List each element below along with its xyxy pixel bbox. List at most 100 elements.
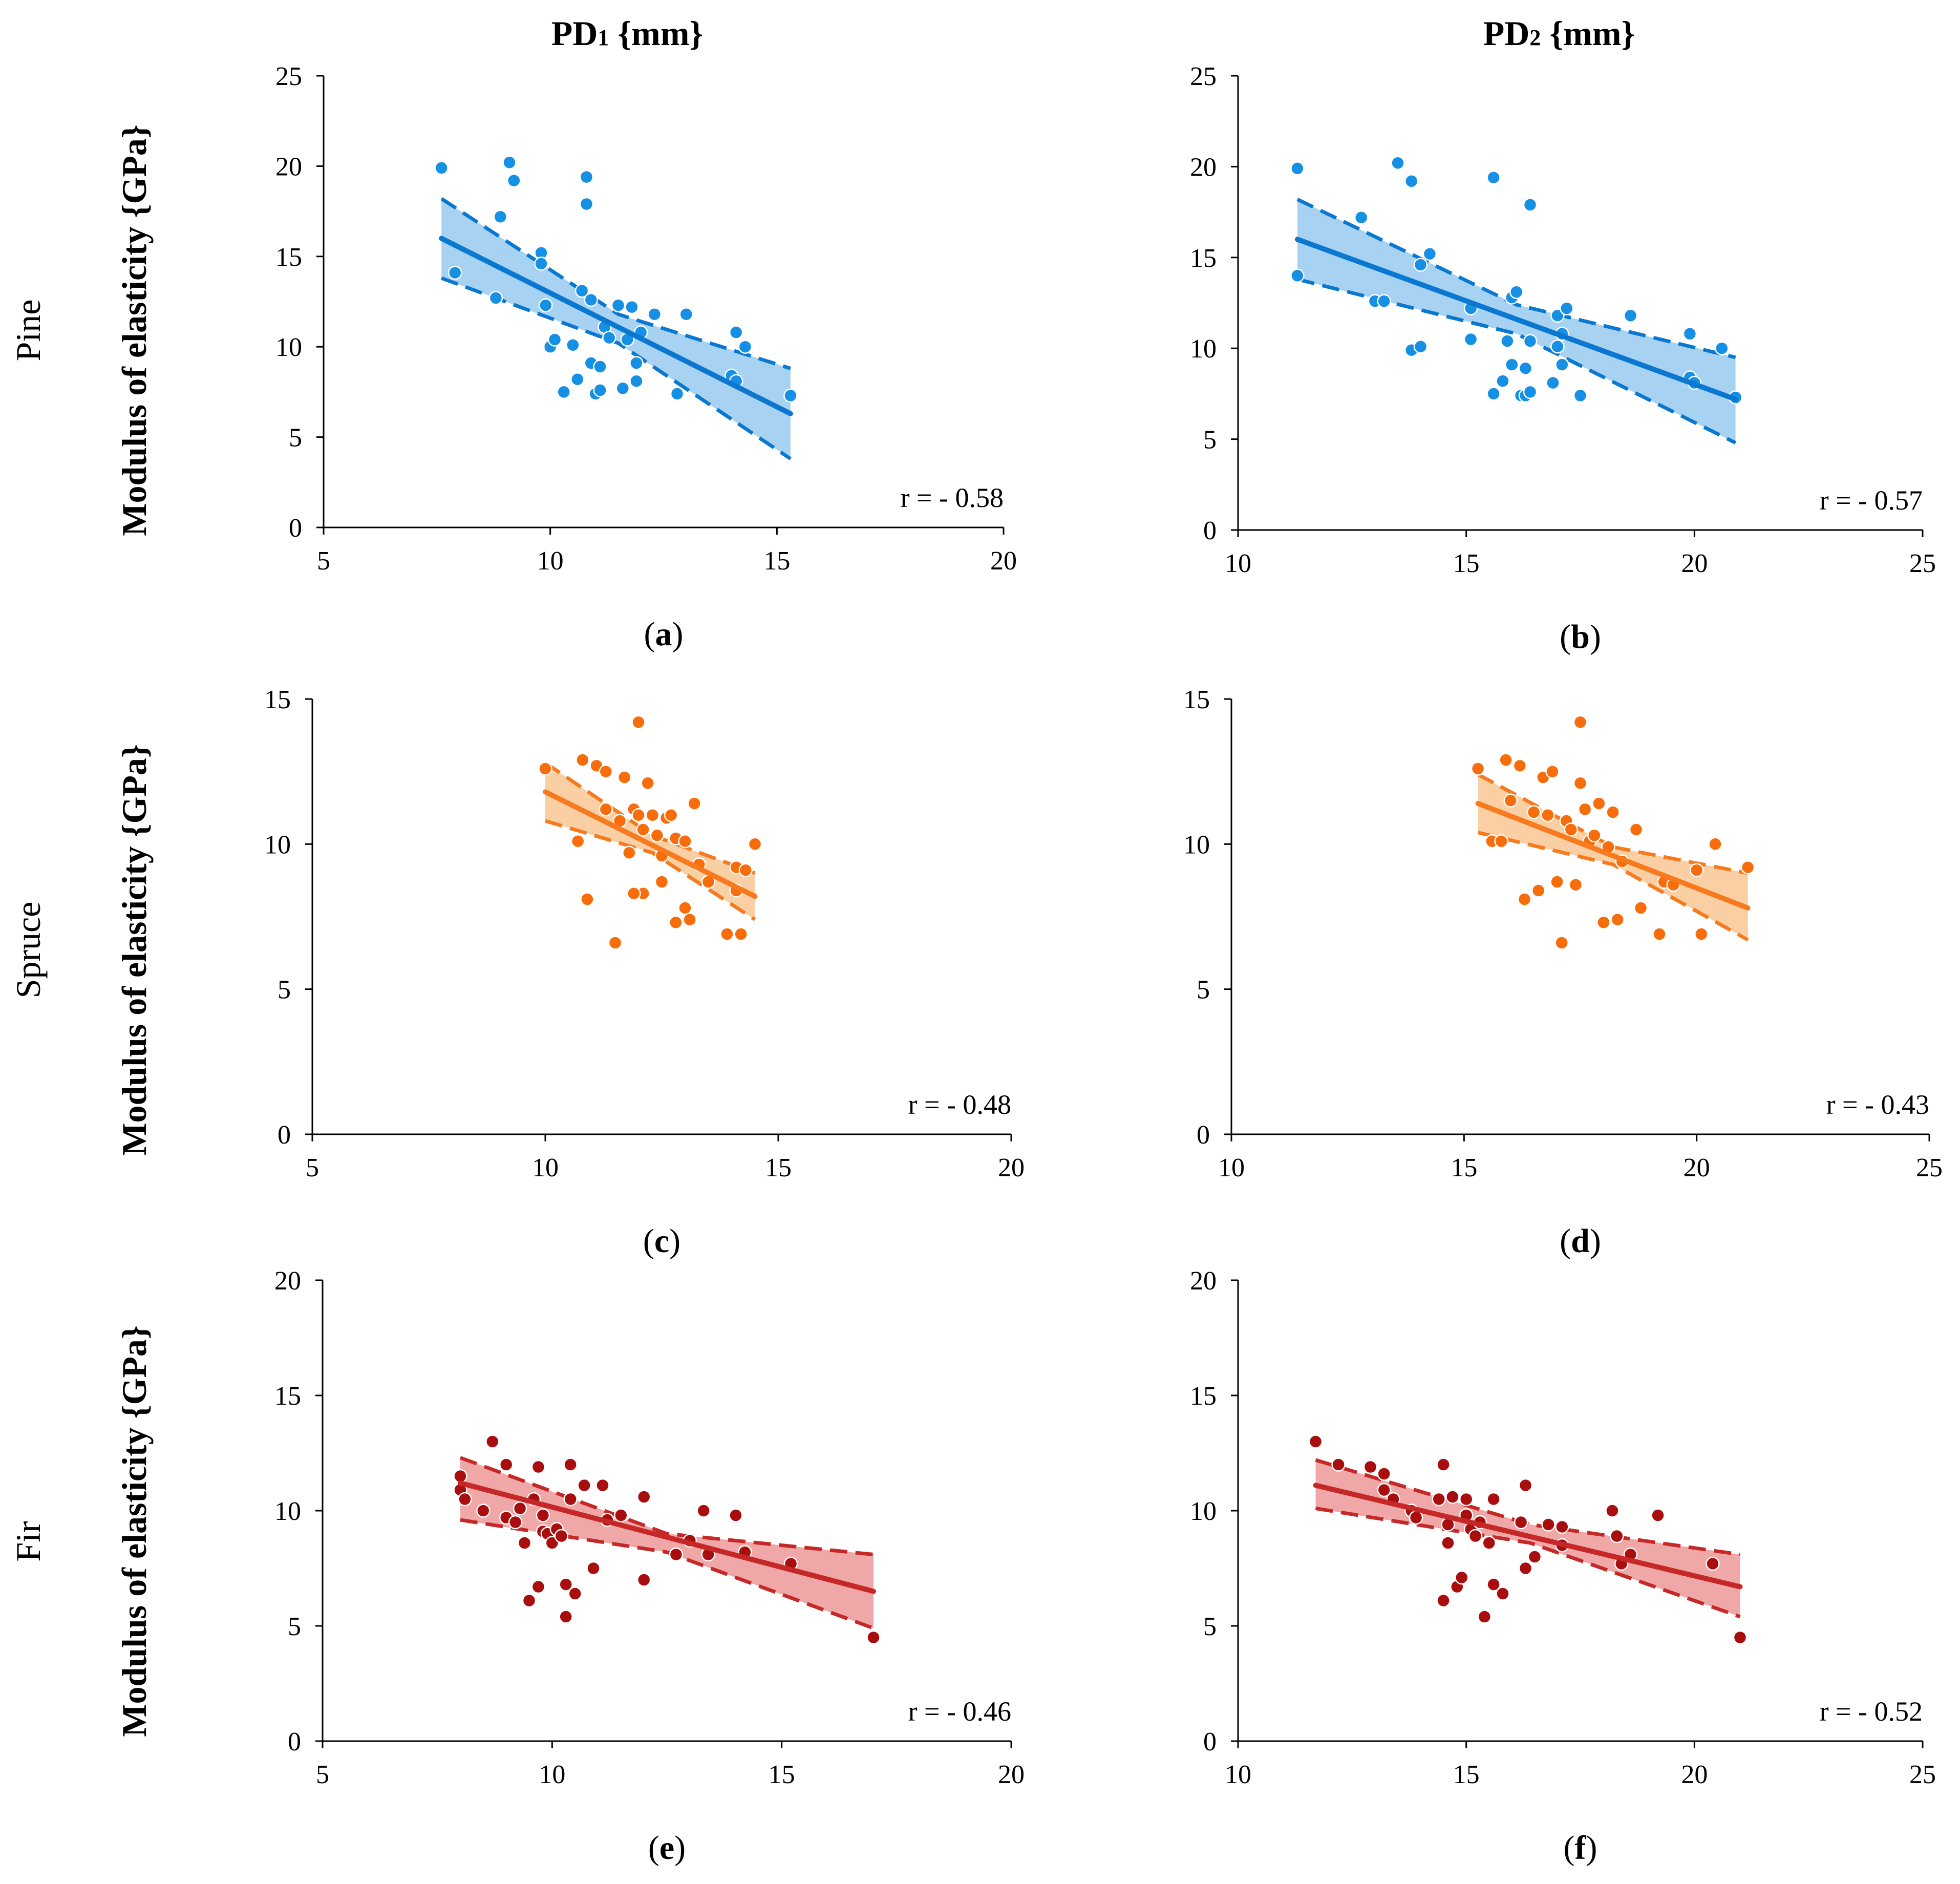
data-point-f-26: [1514, 1515, 1528, 1530]
data-point-b-28: [1550, 339, 1565, 354]
x-tick-label: 15: [1453, 549, 1480, 578]
regression-line: [1294, 237, 1738, 402]
data-point-a-38: [783, 388, 798, 403]
data-point-a-12: [566, 337, 580, 352]
y-tick-label: 20: [275, 152, 302, 181]
panel-label-letter: e: [659, 1829, 674, 1867]
panel-label-letter: d: [1571, 1222, 1590, 1260]
data-point-b-31: [1560, 301, 1574, 315]
x-tick-label: 5: [306, 1153, 319, 1182]
data-point-a-29: [629, 374, 644, 388]
data-point-d-8: [1531, 883, 1546, 898]
data-point-c-12: [631, 715, 646, 730]
panel-label-letter: b: [1571, 618, 1590, 655]
row-label-spruce: Spruce: [9, 902, 48, 999]
column-title-pd2: PD2 {mm}: [1483, 14, 1635, 53]
regression-line: [458, 1480, 876, 1594]
data-point-e-23: [563, 1492, 578, 1507]
data-point-e-9: [517, 1536, 532, 1550]
x-tick-label: 25: [1909, 549, 1936, 578]
x-tick-label: 10: [532, 1153, 559, 1182]
data-point-b-4: [1377, 294, 1391, 308]
panel-label-open: (: [1560, 1222, 1571, 1260]
data-point-a-28: [629, 356, 644, 370]
x-tick-label: 15: [769, 1760, 795, 1789]
y-tick-label: 0: [1203, 516, 1217, 545]
data-point-b-37: [1715, 341, 1729, 355]
data-point-d-26: [1610, 912, 1625, 927]
panel-label: (d): [1560, 1222, 1601, 1260]
data-point-f-15: [1455, 1570, 1469, 1585]
data-point-b-15: [1496, 374, 1510, 388]
panel-label-letter: c: [654, 1222, 669, 1260]
data-point-d-17: [1573, 715, 1588, 730]
data-point-d-4: [1503, 793, 1518, 808]
data-point-b-22: [1518, 361, 1533, 375]
data-point-a-7: [534, 257, 548, 271]
y-axis-label-row-2: Modulus of elasticity {GPa}: [115, 744, 154, 1155]
data-point-f-8: [1432, 1492, 1446, 1507]
data-point-a-1: [448, 265, 462, 280]
data-point-b-30: [1555, 357, 1569, 372]
band-upper-line: [1477, 773, 1749, 875]
data-point-e-4: [485, 1434, 500, 1449]
x-tick-label: 10: [1225, 1760, 1251, 1789]
data-point-e-27: [595, 1478, 610, 1493]
y-tick-label: 0: [1197, 1120, 1210, 1150]
x-tick-label: 20: [998, 1153, 1025, 1182]
data-point-b-34: [1682, 327, 1697, 341]
data-point-f-13: [1445, 1490, 1460, 1504]
x-tick-label: 20: [998, 1760, 1025, 1789]
data-point-d-33: [1689, 863, 1704, 878]
data-point-d-3: [1499, 753, 1513, 767]
data-point-d-23: [1596, 915, 1611, 930]
x-tick-label: 20: [990, 546, 1017, 576]
data-point-f-2: [1363, 1459, 1378, 1474]
data-point-f-23: [1486, 1492, 1501, 1507]
data-point-f-33: [1605, 1504, 1620, 1518]
data-point-d-21: [1587, 828, 1602, 843]
data-point-b-12: [1463, 332, 1478, 347]
x-tick-label: 20: [1684, 1153, 1710, 1182]
data-point-b-0: [1290, 161, 1305, 176]
data-point-a-32: [670, 387, 685, 401]
data-point-c-37: [627, 886, 641, 901]
panel-label-open: (: [648, 1829, 659, 1867]
data-point-d-15: [1564, 822, 1579, 837]
data-point-d-0: [1471, 761, 1485, 776]
data-point-b-32: [1573, 388, 1588, 403]
data-point-f-39: [1733, 1630, 1748, 1645]
data-point-c-23: [669, 915, 683, 930]
band-upper-line: [1296, 198, 1736, 359]
data-point-c-9: [617, 770, 632, 785]
data-point-a-13: [570, 372, 585, 387]
data-point-f-16: [1459, 1492, 1474, 1507]
row-label-pine: Pine: [9, 300, 48, 362]
data-point-a-37: [738, 340, 753, 354]
data-point-e-8: [513, 1501, 527, 1516]
x-tick-label: 15: [1451, 1153, 1477, 1182]
x-tick-label: 15: [1453, 1760, 1480, 1789]
x-tick-label: 5: [317, 546, 330, 576]
data-point-a-16: [579, 197, 594, 211]
band-upper-line: [1315, 1458, 1740, 1556]
data-point-b-13: [1486, 387, 1501, 401]
band-upper-line: [459, 1456, 874, 1556]
data-point-a-4: [502, 155, 517, 170]
data-point-c-17: [645, 808, 660, 822]
data-point-d-35: [1708, 837, 1722, 852]
data-point-f-24: [1486, 1577, 1501, 1592]
data-point-f-12: [1441, 1536, 1455, 1550]
y-tick-label: 10: [1190, 334, 1217, 364]
data-point-c-3: [580, 892, 594, 906]
data-point-c-33: [734, 927, 748, 941]
data-point-e-31: [636, 1490, 651, 1504]
panel-label-close: ): [1590, 1222, 1601, 1260]
data-point-c-13: [631, 808, 646, 822]
data-point-f-29: [1527, 1550, 1542, 1564]
data-point-e-10: [522, 1593, 537, 1608]
panel-label: (a): [644, 616, 684, 653]
